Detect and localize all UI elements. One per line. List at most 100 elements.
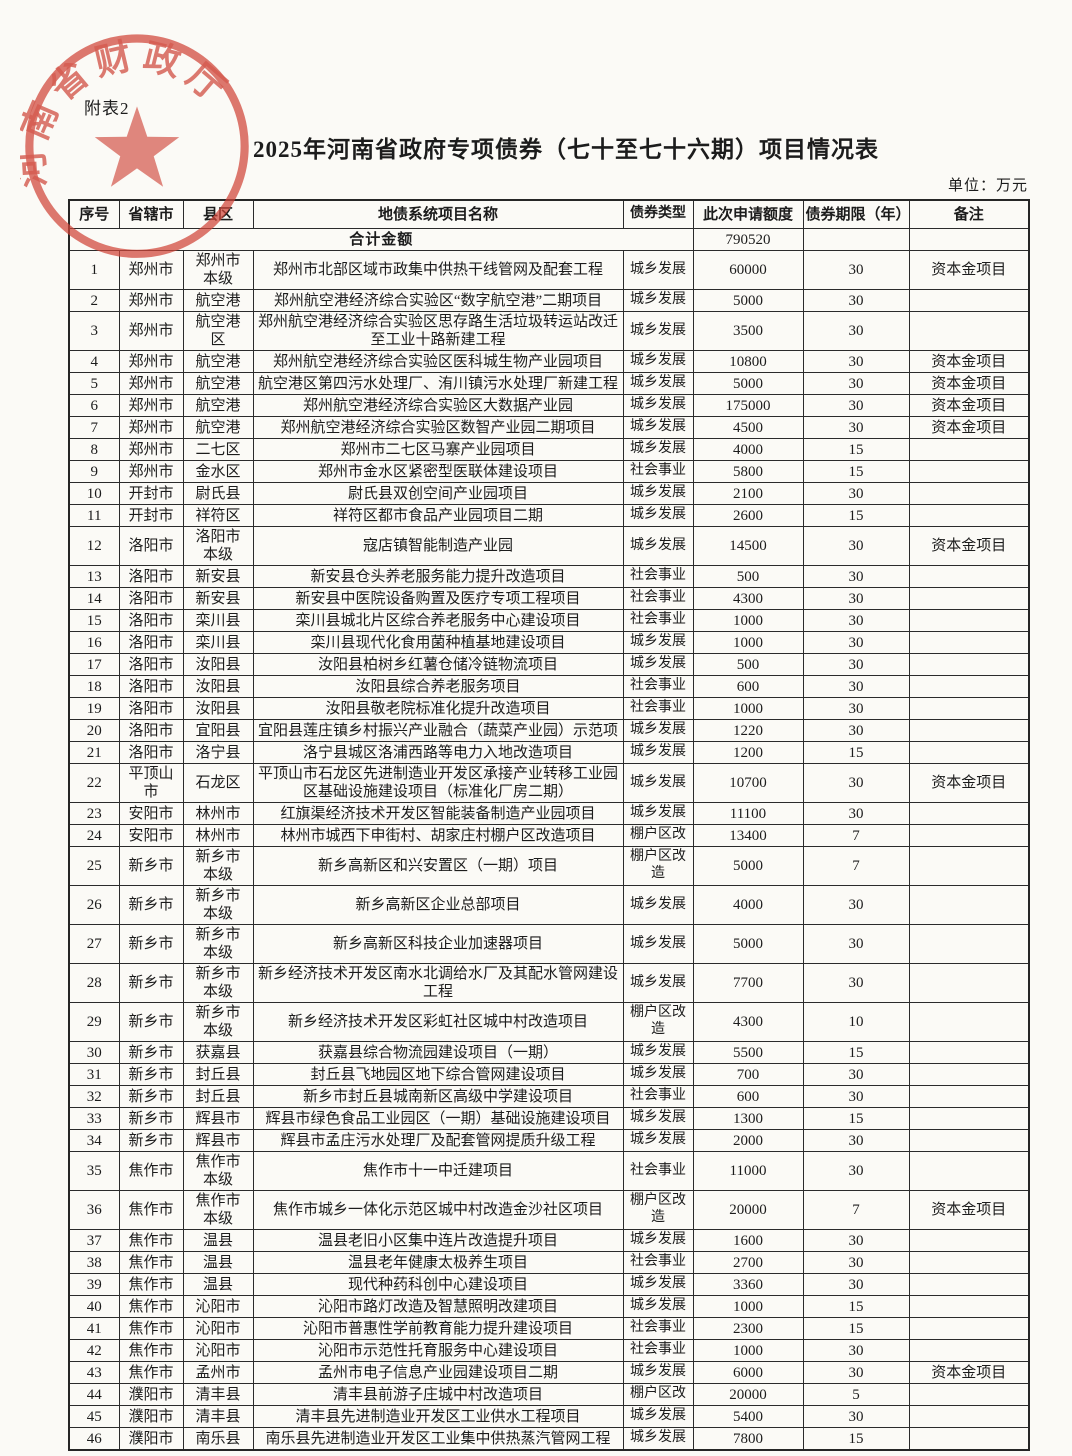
cell-term: 30 [802,372,910,395]
cell-city: 洛阳市 [118,741,184,764]
cell-remark [908,438,1030,461]
table-row: 44 濮阳市 清丰县 清丰县前游子庄城中村改造项目 棚户区改 20000 5 [68,1383,1030,1406]
cell-county: 温县 [182,1229,254,1252]
cell-county: 封丘县 [182,1063,254,1086]
cell-county: 栾川县 [182,609,254,632]
cell-index: 27 [68,924,120,964]
cell-county: 尉氏县 [182,482,254,505]
total-amount-cell: 790520 [692,228,804,251]
cell-county: 航空港 [182,350,254,373]
cell-index: 39 [68,1273,120,1296]
cell-amount: 5400 [692,1405,804,1428]
cell-amount: 1600 [692,1229,804,1252]
cell-city: 新乡市 [118,1041,184,1064]
cell-project-name: 栾川县城北片区综合养老服务中心建设项目 [252,609,624,632]
cell-remark: 资本金项目 [908,416,1030,439]
cell-project-name: 洛宁县城区洛浦西路等电力入地改造项目 [252,741,624,764]
column-header-remark: 备注 [908,199,1030,229]
cell-bond-type: 城乡发展 [622,504,694,527]
cell-city: 郑州市 [118,250,184,290]
cell-project-name: 辉县市孟庄污水处理厂及配套管网提质升级工程 [252,1129,624,1152]
cell-amount: 600 [692,675,804,698]
cell-index: 18 [68,675,120,698]
cell-term: 30 [802,1273,910,1296]
cell-project-name: 新乡高新区和兴安置区（一期）项目 [252,846,624,886]
cell-index: 46 [68,1427,120,1451]
cell-amount: 2600 [692,504,804,527]
cell-bond-type: 城乡发展 [622,719,694,742]
cell-remark [908,653,1030,676]
cell-amount: 1200 [692,741,804,764]
cell-term: 30 [802,394,910,417]
cell-bond-type: 社会事业 [622,675,694,698]
cell-city: 新乡市 [118,1107,184,1130]
cell-remark [908,924,1030,964]
cell-term: 30 [802,1405,910,1428]
cell-city: 洛阳市 [118,609,184,632]
cell-amount: 10700 [692,763,804,803]
table-row: 37 焦作市 温县 温县老旧小区集中连片改造提升项目 城乡发展 1600 30 [68,1229,1030,1252]
cell-bond-type: 城乡发展 [622,394,694,417]
cell-bond-type: 城乡发展 [622,526,694,566]
cell-county: 辉县市 [182,1107,254,1130]
cell-city: 濮阳市 [118,1383,184,1406]
cell-index: 36 [68,1190,120,1230]
cell-bond-type: 城乡发展 [622,1273,694,1296]
cell-index: 44 [68,1383,120,1406]
cell-term: 30 [802,763,910,803]
cell-term: 30 [802,1361,910,1384]
cell-remark [908,824,1030,847]
cell-project-name: 清丰县先进制造业开发区工业供水工程项目 [252,1405,624,1428]
cell-amount: 4500 [692,416,804,439]
cell-project-name: 沁阳市普惠性学前教育能力提升建设项目 [252,1317,624,1340]
table-row: 27 新乡市 新乡市本级 新乡高新区科技企业加速器项目 城乡发展 5000 30 [68,924,1030,964]
cell-bond-type: 城乡发展 [622,1427,694,1451]
cell-bond-type: 社会事业 [622,565,694,588]
cell-amount: 5000 [692,846,804,886]
cell-index: 29 [68,1002,120,1042]
cell-index: 41 [68,1317,120,1340]
cell-term: 30 [802,963,910,1003]
table-header-row: 序号 省辖市 县区 地债系统项目名称 债券类型 此次申请额度 债券期限（年） 备注 [68,199,1030,229]
cell-remark [908,482,1030,505]
cell-remark [908,885,1030,925]
cell-index: 9 [68,460,120,483]
cell-bond-type: 城乡发展 [622,802,694,825]
table-row: 10 开封市 尉氏县 尉氏县双创空间产业园项目 城乡发展 2100 30 [68,482,1030,505]
cell-county: 清丰县 [182,1405,254,1428]
table-row: 14 洛阳市 新安县 新安县中医院设备购置及医疗专项工程项目 社会事业 4300 30 [68,587,1030,610]
cell-project-name: 沁阳市路灯改造及智慧照明改建项目 [252,1295,624,1318]
cell-term: 15 [802,460,910,483]
column-header-term: 债券期限（年） [802,199,910,229]
cell-project-name: 新乡经济技术开发区南水北调给水厂及其配水管网建设工程 [252,963,624,1003]
cell-county: 焦作市本级 [182,1190,254,1230]
cell-term: 30 [802,250,910,290]
cell-bond-type: 城乡发展 [622,250,694,290]
cell-project-name: 汝阳县柏树乡红薯仓储冷链物流项目 [252,653,624,676]
cell-index: 17 [68,653,120,676]
projects-table: 序号 省辖市 县区 地债系统项目名称 债券类型 此次申请额度 债券期限（年） 备注 合计金额 … [68,199,1030,1451]
cell-project-name: 南乐县先进制造业开发区工业集中供热蒸汽管网工程 [252,1427,624,1451]
cell-amount: 3500 [692,311,804,351]
cell-bond-type: 城乡发展 [622,1295,694,1318]
cell-bond-type: 城乡发展 [622,924,694,964]
cell-city: 焦作市 [118,1295,184,1318]
cell-index: 4 [68,350,120,373]
cell-city: 开封市 [118,504,184,527]
cell-county: 栾川县 [182,631,254,654]
cell-city: 洛阳市 [118,719,184,742]
table-row: 3 郑州市 航空港区 郑州航空港经济综合实验区思存路生活垃圾转运站改迁至工业十路新建工… [68,311,1030,351]
cell-county: 金水区 [182,460,254,483]
cell-term: 7 [802,1190,910,1230]
cell-bond-type: 棚户区改造 [622,1190,694,1230]
cell-county: 温县 [182,1251,254,1274]
cell-remark [908,1002,1030,1042]
cell-project-name: 宜阳县莲庄镇乡村振兴产业融合（蔬菜产业园）示范项 [252,719,624,742]
table-row: 33 新乡市 辉县市 辉县市绿色食品工业园区（一期）基础设施建设项目 城乡发展 1300 1… [68,1107,1030,1130]
cell-term: 30 [802,565,910,588]
table-row: 13 洛阳市 新安县 新安县仓头养老服务能力提升改造项目 社会事业 500 30 [68,565,1030,588]
cell-remark: 资本金项目 [908,763,1030,803]
cell-project-name: 获嘉县综合物流园建设项目（一期） [252,1041,624,1064]
cell-index: 37 [68,1229,120,1252]
cell-bond-type: 城乡发展 [622,438,694,461]
